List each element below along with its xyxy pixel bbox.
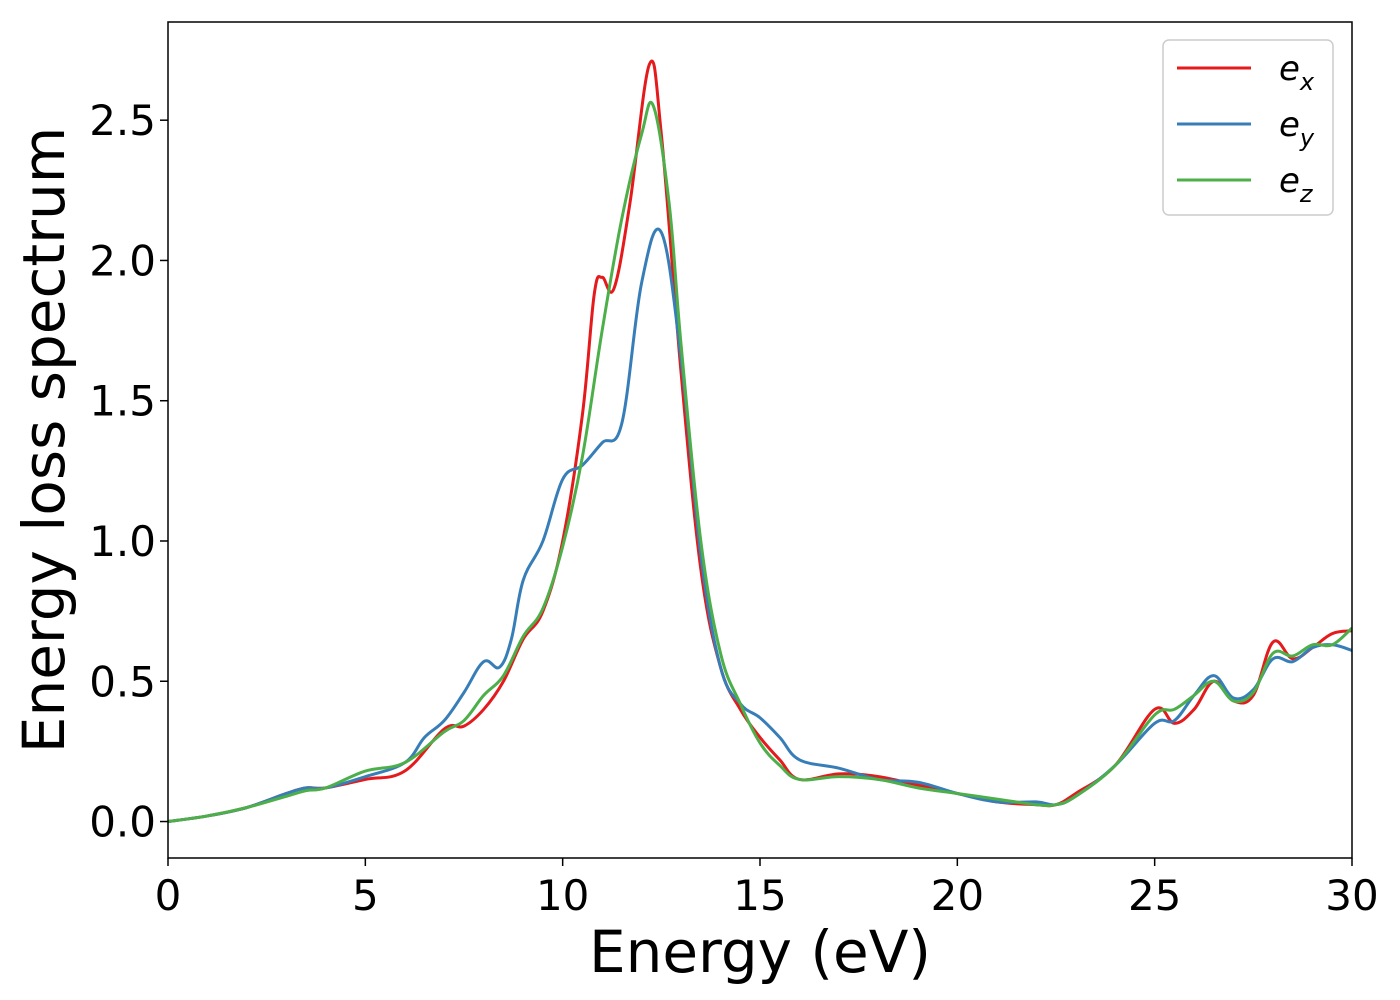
y-tick-label: 0.0 (89, 798, 156, 847)
x-tick-label: 15 (733, 871, 786, 920)
x-tick-label: 25 (1128, 871, 1181, 920)
x-tick-label: 5 (352, 871, 379, 920)
y-tick-label: 1.0 (89, 517, 156, 566)
axes-layer: 0 5 10 15 20 25 30 0.0 0.5 1.0 1.5 2.0 2.5 Energy (eV… (10, 21, 1379, 986)
x-tick-label: 10 (536, 871, 589, 920)
legend: ex ey ez (1162, 39, 1334, 216)
series-line-e-y (168, 227, 1352, 824)
series-layer (168, 59, 1352, 824)
legend-label-e-x: ex (1279, 49, 1315, 96)
x-tick-label: 0 (155, 871, 182, 920)
y-tick-label: 2.0 (89, 236, 156, 285)
y-tick-label: 0.5 (89, 657, 156, 706)
x-tick-label: 30 (1325, 871, 1378, 920)
y-tick-label: 2.5 (89, 96, 156, 145)
legend-box (1162, 39, 1334, 216)
legend-label-e-z: ez (1279, 161, 1314, 208)
y-axis-label: Energy loss spectrum (10, 127, 78, 753)
y-tick-label: 1.5 (89, 377, 156, 426)
legend-label-e-y: ey (1279, 105, 1315, 152)
x-tick-label: 20 (931, 871, 984, 920)
series-line-e-z (168, 100, 1352, 824)
x-axis-label: Energy (eV) (589, 918, 931, 986)
